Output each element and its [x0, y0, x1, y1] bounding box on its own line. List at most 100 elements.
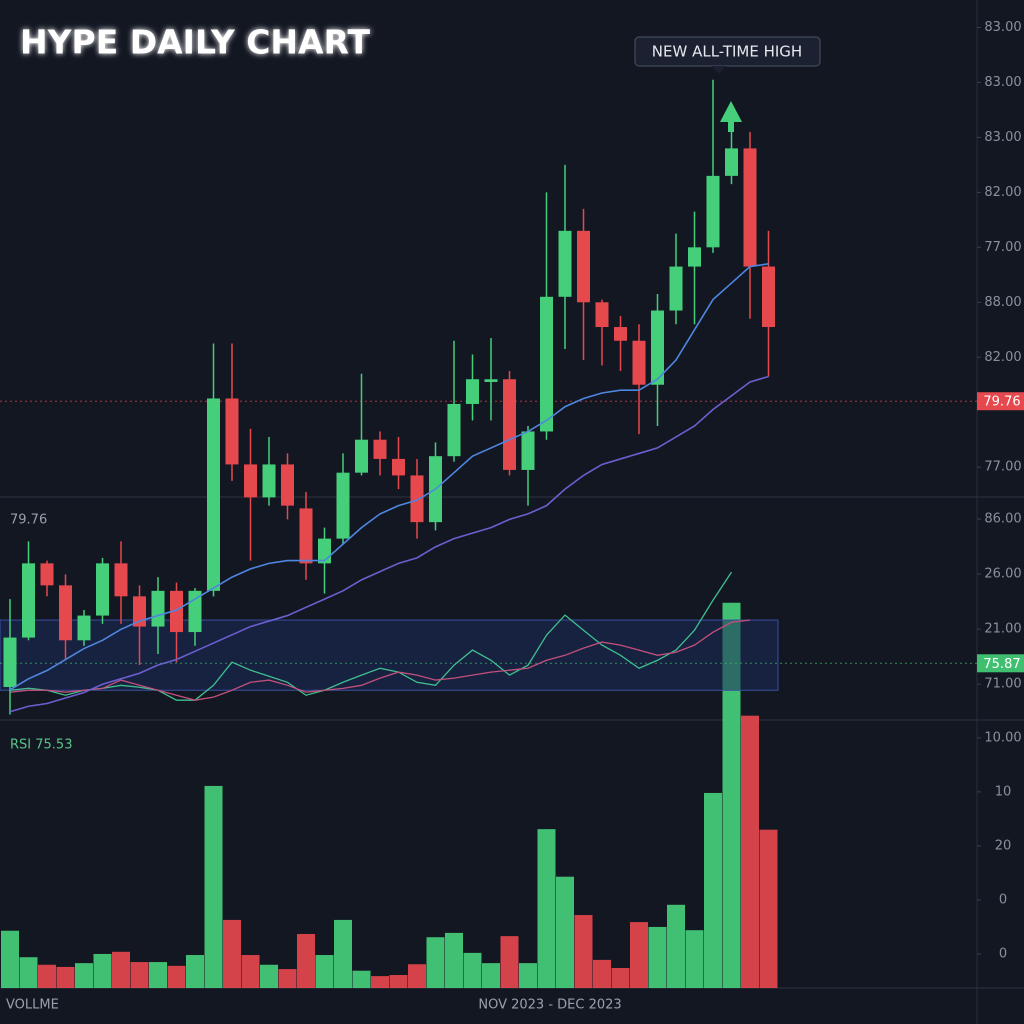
annotation-text: NEW ALL-TIME HIGH [652, 43, 802, 61]
volume-bar [648, 926, 667, 988]
candle-body [688, 247, 701, 267]
candle-body [3, 637, 17, 688]
plot-layer: 10.00 10 20 0 0 86.00 26.00 21.00 71.00 75.87 83.0… [0, 20, 1024, 988]
y-tick-label: 77.00 [984, 460, 1021, 475]
candle-body [503, 379, 516, 470]
candle-body [207, 398, 220, 591]
y-tick-label: 0 [999, 946, 1007, 961]
y-tick-label: 83.00 [984, 75, 1021, 90]
candle-body [244, 464, 257, 498]
candle-body [521, 431, 535, 470]
panel-label: RSI 75.53 [10, 738, 72, 753]
y-tick-label: 21.00 [984, 622, 1021, 637]
volume-bar [112, 951, 130, 988]
candle-body [466, 379, 479, 404]
volume-bar [500, 936, 519, 988]
volume-bar [19, 957, 38, 988]
y-tick-label: 86.00 [984, 512, 1021, 527]
volume-bar [149, 962, 167, 988]
volume-bar [759, 829, 778, 988]
level-tag-label: 75.87 [983, 657, 1020, 672]
candle-body [614, 327, 627, 341]
candle-body [725, 148, 738, 176]
chart-title: HYPE DAILY CHART [20, 23, 371, 62]
candle-body [225, 398, 239, 465]
volume-bar [167, 965, 186, 988]
candle-body [762, 266, 775, 328]
volume-bar [482, 963, 500, 988]
candle-body [40, 563, 54, 586]
annotation-arrow [720, 101, 742, 132]
volume-bar [593, 959, 611, 988]
y-tick-label: 71.00 [984, 677, 1021, 692]
volume-bar [685, 930, 704, 988]
volume-bar [93, 953, 112, 988]
volume-bar [574, 915, 593, 988]
volume-bar [371, 976, 389, 988]
candle-body [373, 439, 387, 459]
candle-body [392, 458, 405, 476]
volume-bar [519, 963, 537, 988]
volume-bar [667, 904, 685, 988]
volume-bar [1, 930, 19, 988]
line [9, 263, 769, 691]
y-tick-label: 10.00 [984, 730, 1021, 745]
volume-bar [389, 975, 408, 988]
volume-bar [204, 785, 223, 988]
volume-bar [611, 968, 630, 988]
volume-bar [334, 919, 352, 988]
candle-body [540, 296, 553, 432]
panel-label: VOLLME [6, 998, 59, 1013]
volume-bar [223, 919, 241, 988]
volume-bar [241, 955, 260, 988]
volume-bar [278, 969, 297, 988]
volume-bar [537, 829, 556, 988]
candle-body [410, 475, 424, 523]
volume-bar [130, 962, 149, 988]
line [9, 571, 733, 701]
volume-bar [704, 792, 722, 988]
y-tick-label: 82.00 [984, 350, 1021, 365]
candle-body [59, 585, 72, 641]
candle-body [170, 590, 183, 633]
candle-body [262, 464, 276, 498]
candle-body [151, 590, 165, 627]
volume-bar [556, 876, 574, 988]
level-tag-label: 79.76 [983, 395, 1020, 410]
volume-bar [426, 937, 445, 988]
candle-body [669, 266, 683, 311]
candle-body [632, 340, 646, 385]
volume-bar [352, 970, 371, 988]
y-tick-label: 83.00 [984, 20, 1021, 35]
line [9, 375, 769, 713]
volume-bar [260, 964, 278, 988]
y-tick-label: 77.00 [984, 240, 1021, 255]
candle-body [133, 596, 146, 627]
volume-bar [408, 964, 426, 988]
x-axis-label: NOV 2023 - DEC 2023 [478, 998, 621, 1013]
level-tag [977, 654, 1024, 673]
annotation-box [634, 36, 821, 67]
candle-body [447, 403, 461, 457]
y-tick-label: 26.00 [984, 567, 1021, 582]
annotation-pointer [712, 66, 726, 74]
candle-body [299, 508, 313, 564]
candle-body [96, 563, 109, 616]
candle-body [706, 175, 720, 248]
candle-body [77, 615, 91, 641]
volume-bar [463, 952, 482, 988]
volume-bar [630, 922, 648, 988]
volume-bar [297, 933, 315, 988]
y-tick-label: 88.00 [984, 295, 1021, 310]
candle-body [22, 563, 35, 638]
y-tick-label: 82.00 [984, 185, 1021, 200]
volume-bar [186, 955, 204, 988]
candle-body [558, 230, 572, 297]
volume-bar [56, 966, 75, 988]
candle-body [336, 472, 350, 539]
candle-body [355, 439, 368, 473]
y-tick-label: 83.00 [984, 130, 1021, 145]
line [9, 619, 751, 701]
